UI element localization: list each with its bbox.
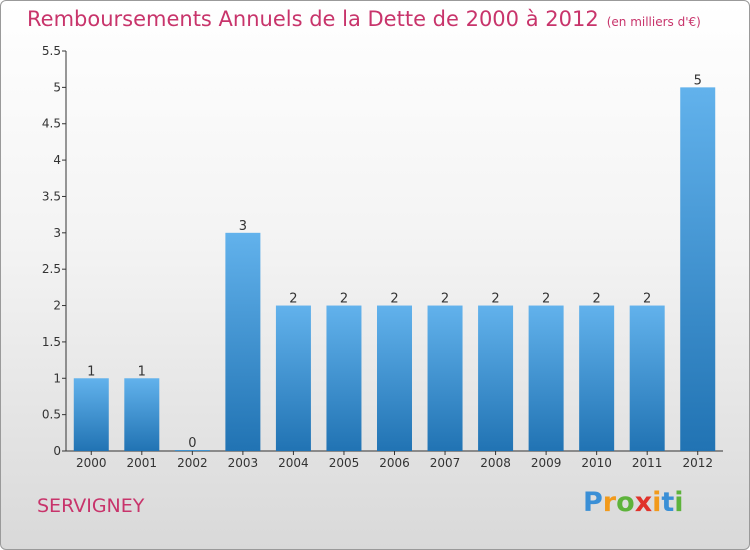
y-tick-label: 5.5 (42, 44, 61, 58)
bar-value-label: 2 (593, 292, 601, 307)
bar-chart: 0 0.5 1 1.5 2 2.5 3 3.5 4 4.5 5 5.5 2000 1 2001 1 2002 0… (42, 44, 723, 470)
bar-value-label: 3 (239, 219, 247, 234)
bar-value-label: 1 (138, 364, 146, 379)
logo-letter: r (602, 487, 617, 518)
bar-value-label: 2 (441, 292, 449, 307)
x-tick-label: 2003 (228, 456, 259, 470)
x-tick-label: 2007 (430, 456, 461, 470)
chart-title: Remboursements Annuels de la Dette de 20… (27, 7, 701, 31)
y-tick-label: 2 (53, 299, 61, 313)
chart-title-text: Remboursements Annuels de la Dette de 20… (27, 7, 599, 31)
bar (528, 305, 564, 451)
y-tick-label: 3 (53, 226, 61, 240)
bar-value-label: 2 (340, 292, 348, 307)
bar (225, 232, 261, 451)
x-tick-label: 2005 (329, 456, 360, 470)
bar (174, 450, 210, 451)
proxiti-logo[interactable]: Proxiti (583, 487, 684, 518)
x-tick-label: 2010 (581, 456, 612, 470)
city-name: SERVIGNEY (37, 495, 145, 517)
bar (275, 305, 311, 451)
bar (579, 305, 615, 451)
bar-value-label: 0 (188, 436, 196, 451)
y-tick-label: 2.5 (42, 262, 61, 276)
bar (377, 305, 412, 451)
y-tick-label: 0.5 (42, 408, 61, 422)
logo-letter: i (674, 487, 684, 518)
x-tick-label: 2002 (177, 456, 208, 470)
y-tick-label: 1.5 (42, 335, 61, 349)
x-tick-label: 2011 (632, 456, 663, 470)
bar-value-label: 2 (289, 292, 297, 307)
x-tick-label: 2006 (379, 456, 410, 470)
x-tick-label: 2012 (682, 456, 713, 470)
bar-value-label: 2 (643, 292, 651, 307)
bar-value-label: 5 (694, 73, 702, 88)
logo-letter: x (634, 487, 653, 518)
x-tick-label: 2000 (76, 456, 107, 470)
bar (427, 305, 463, 451)
bar-value-label: 1 (87, 364, 95, 379)
bar-value-label: 2 (542, 292, 550, 307)
bar (326, 305, 362, 451)
logo-letter: o (616, 487, 635, 518)
bar (124, 378, 160, 451)
logo-letter: P (583, 487, 603, 518)
x-tick-label: 2001 (127, 456, 158, 470)
y-tick-label: 1 (53, 371, 61, 385)
chart-subtitle: (en milliers d'€) (606, 15, 701, 29)
bar-value-label: 2 (491, 292, 499, 307)
bar (73, 378, 109, 451)
bar (629, 305, 665, 451)
x-tick-label: 2004 (278, 456, 309, 470)
x-tick-label: 2008 (480, 456, 511, 470)
y-tick-label: 5 (53, 80, 61, 94)
logo-letter: t (661, 487, 675, 518)
y-tick-label: 3.5 (42, 189, 61, 203)
x-tick-label: 2009 (531, 456, 562, 470)
bar (478, 305, 514, 451)
y-tick-label: 4.5 (42, 117, 61, 131)
y-tick-label: 0 (53, 444, 61, 458)
bar-value-label: 2 (390, 292, 398, 307)
logo-letter: i (652, 487, 662, 518)
y-tick-label: 4 (53, 153, 61, 167)
bar (680, 87, 716, 451)
